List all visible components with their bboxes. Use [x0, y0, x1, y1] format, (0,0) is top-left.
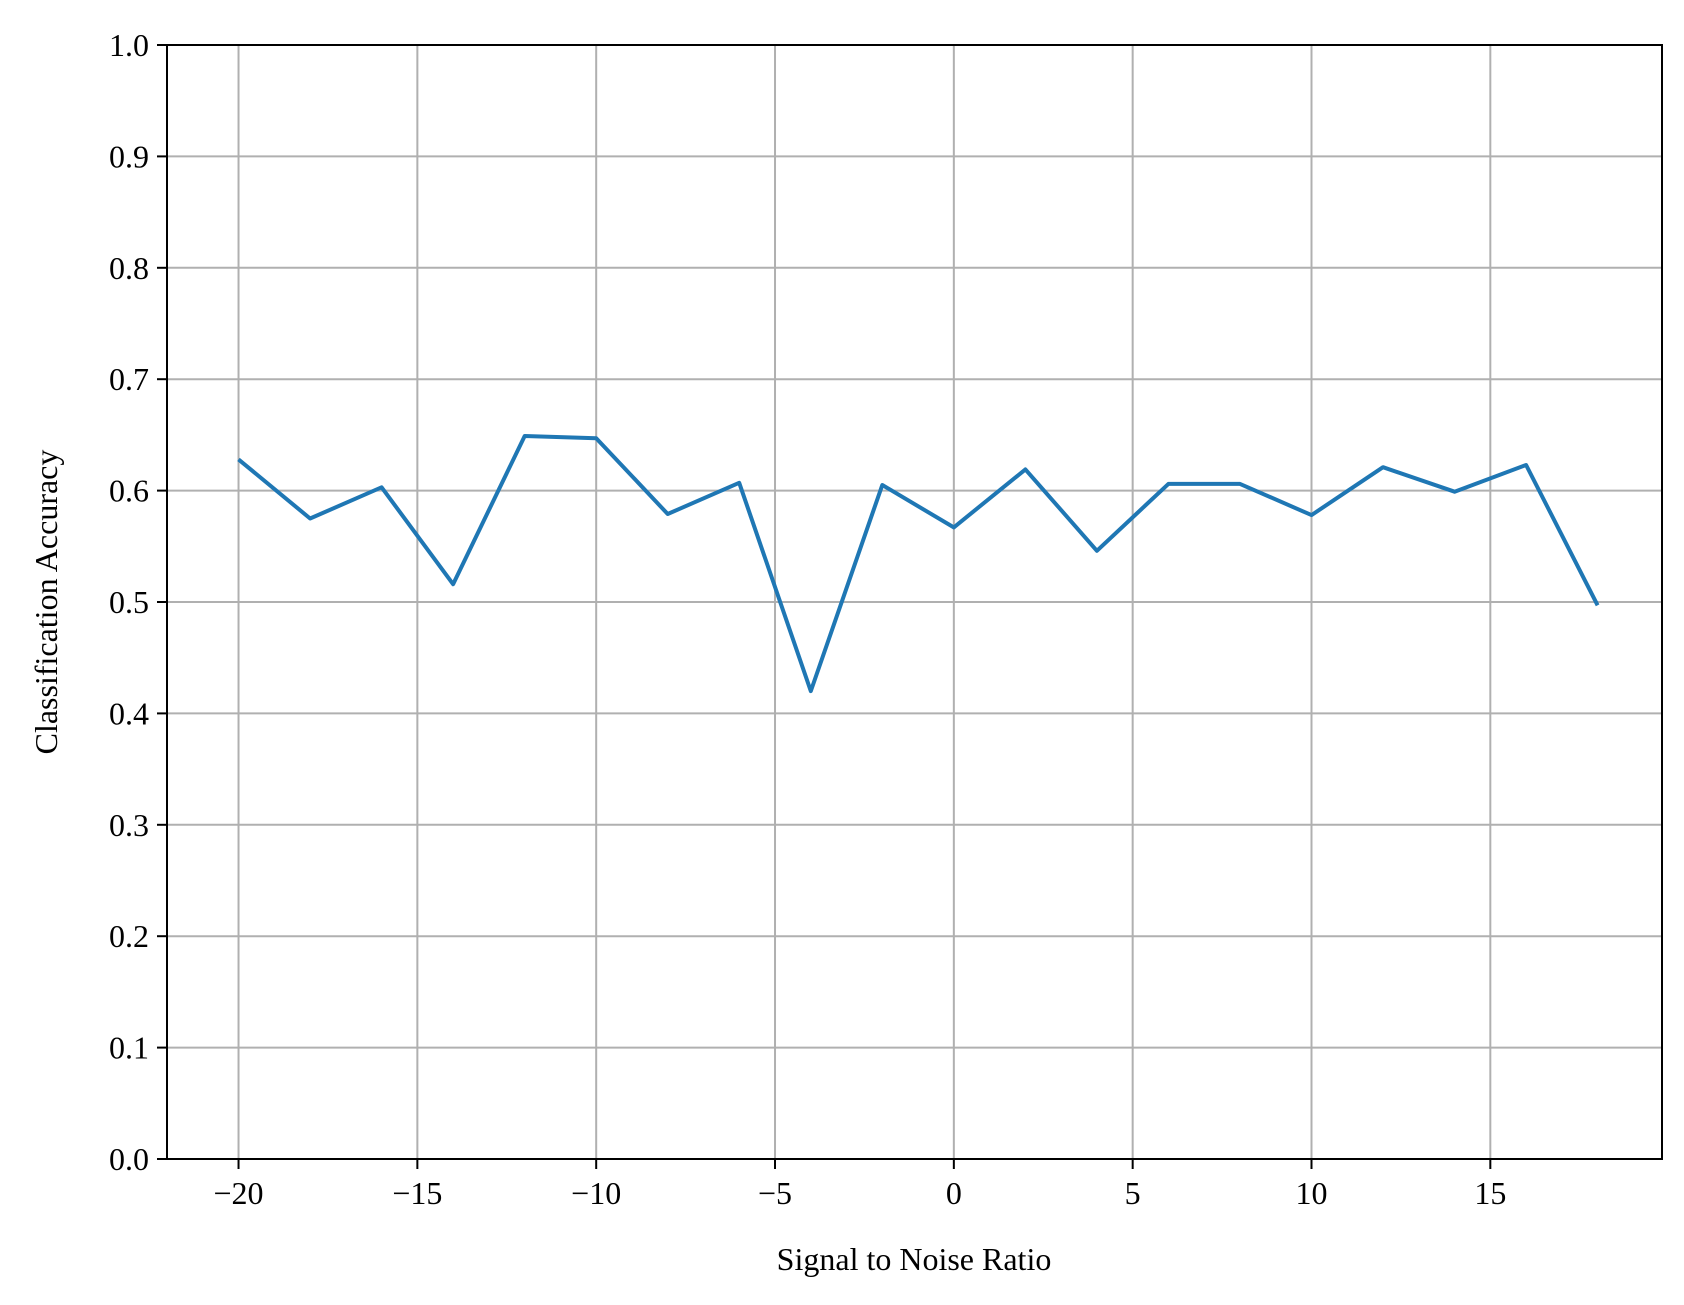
- x-tick-label: 10: [1295, 1175, 1327, 1211]
- y-tick-label: 0.5: [109, 584, 149, 620]
- series-layer: [237, 434, 1600, 694]
- x-tick-label: −15: [392, 1175, 442, 1211]
- y-tick-label: 0.0: [109, 1141, 149, 1177]
- y-tick-label: 0.7: [109, 361, 149, 397]
- grid: [167, 44, 1662, 1160]
- y-tick-label: 0.1: [109, 1030, 149, 1066]
- y-tick-label: 0.2: [109, 918, 149, 954]
- y-tick-label: 0.9: [109, 138, 149, 174]
- x-tick-label: 15: [1474, 1175, 1506, 1211]
- y-tick-label: 0.8: [109, 250, 149, 286]
- y-tick-label: 0.6: [109, 473, 149, 509]
- series-line: [237, 434, 1600, 694]
- y-tick-label: 0.4: [109, 695, 149, 731]
- y-axis: 0.0 0.1 0.2 0.3 0.4 0.5 0.6 0.7 0.8 0.9 1.0: [109, 27, 167, 1177]
- x-tick-label: 0: [946, 1175, 962, 1211]
- y-tick-label: 1.0: [109, 27, 149, 63]
- x-tick-label: −20: [214, 1175, 264, 1211]
- y-tick-label: 0.3: [109, 807, 149, 843]
- x-tick-label: 5: [1125, 1175, 1141, 1211]
- x-axis-label: Signal to Noise Ratio: [777, 1241, 1052, 1277]
- x-tick-label: −10: [571, 1175, 621, 1211]
- x-tick-label: −5: [758, 1175, 792, 1211]
- y-axis-label: Classification Accuracy: [28, 450, 64, 755]
- x-axis: −20 −15 −10 −5 0 5 10 15: [214, 1159, 1506, 1211]
